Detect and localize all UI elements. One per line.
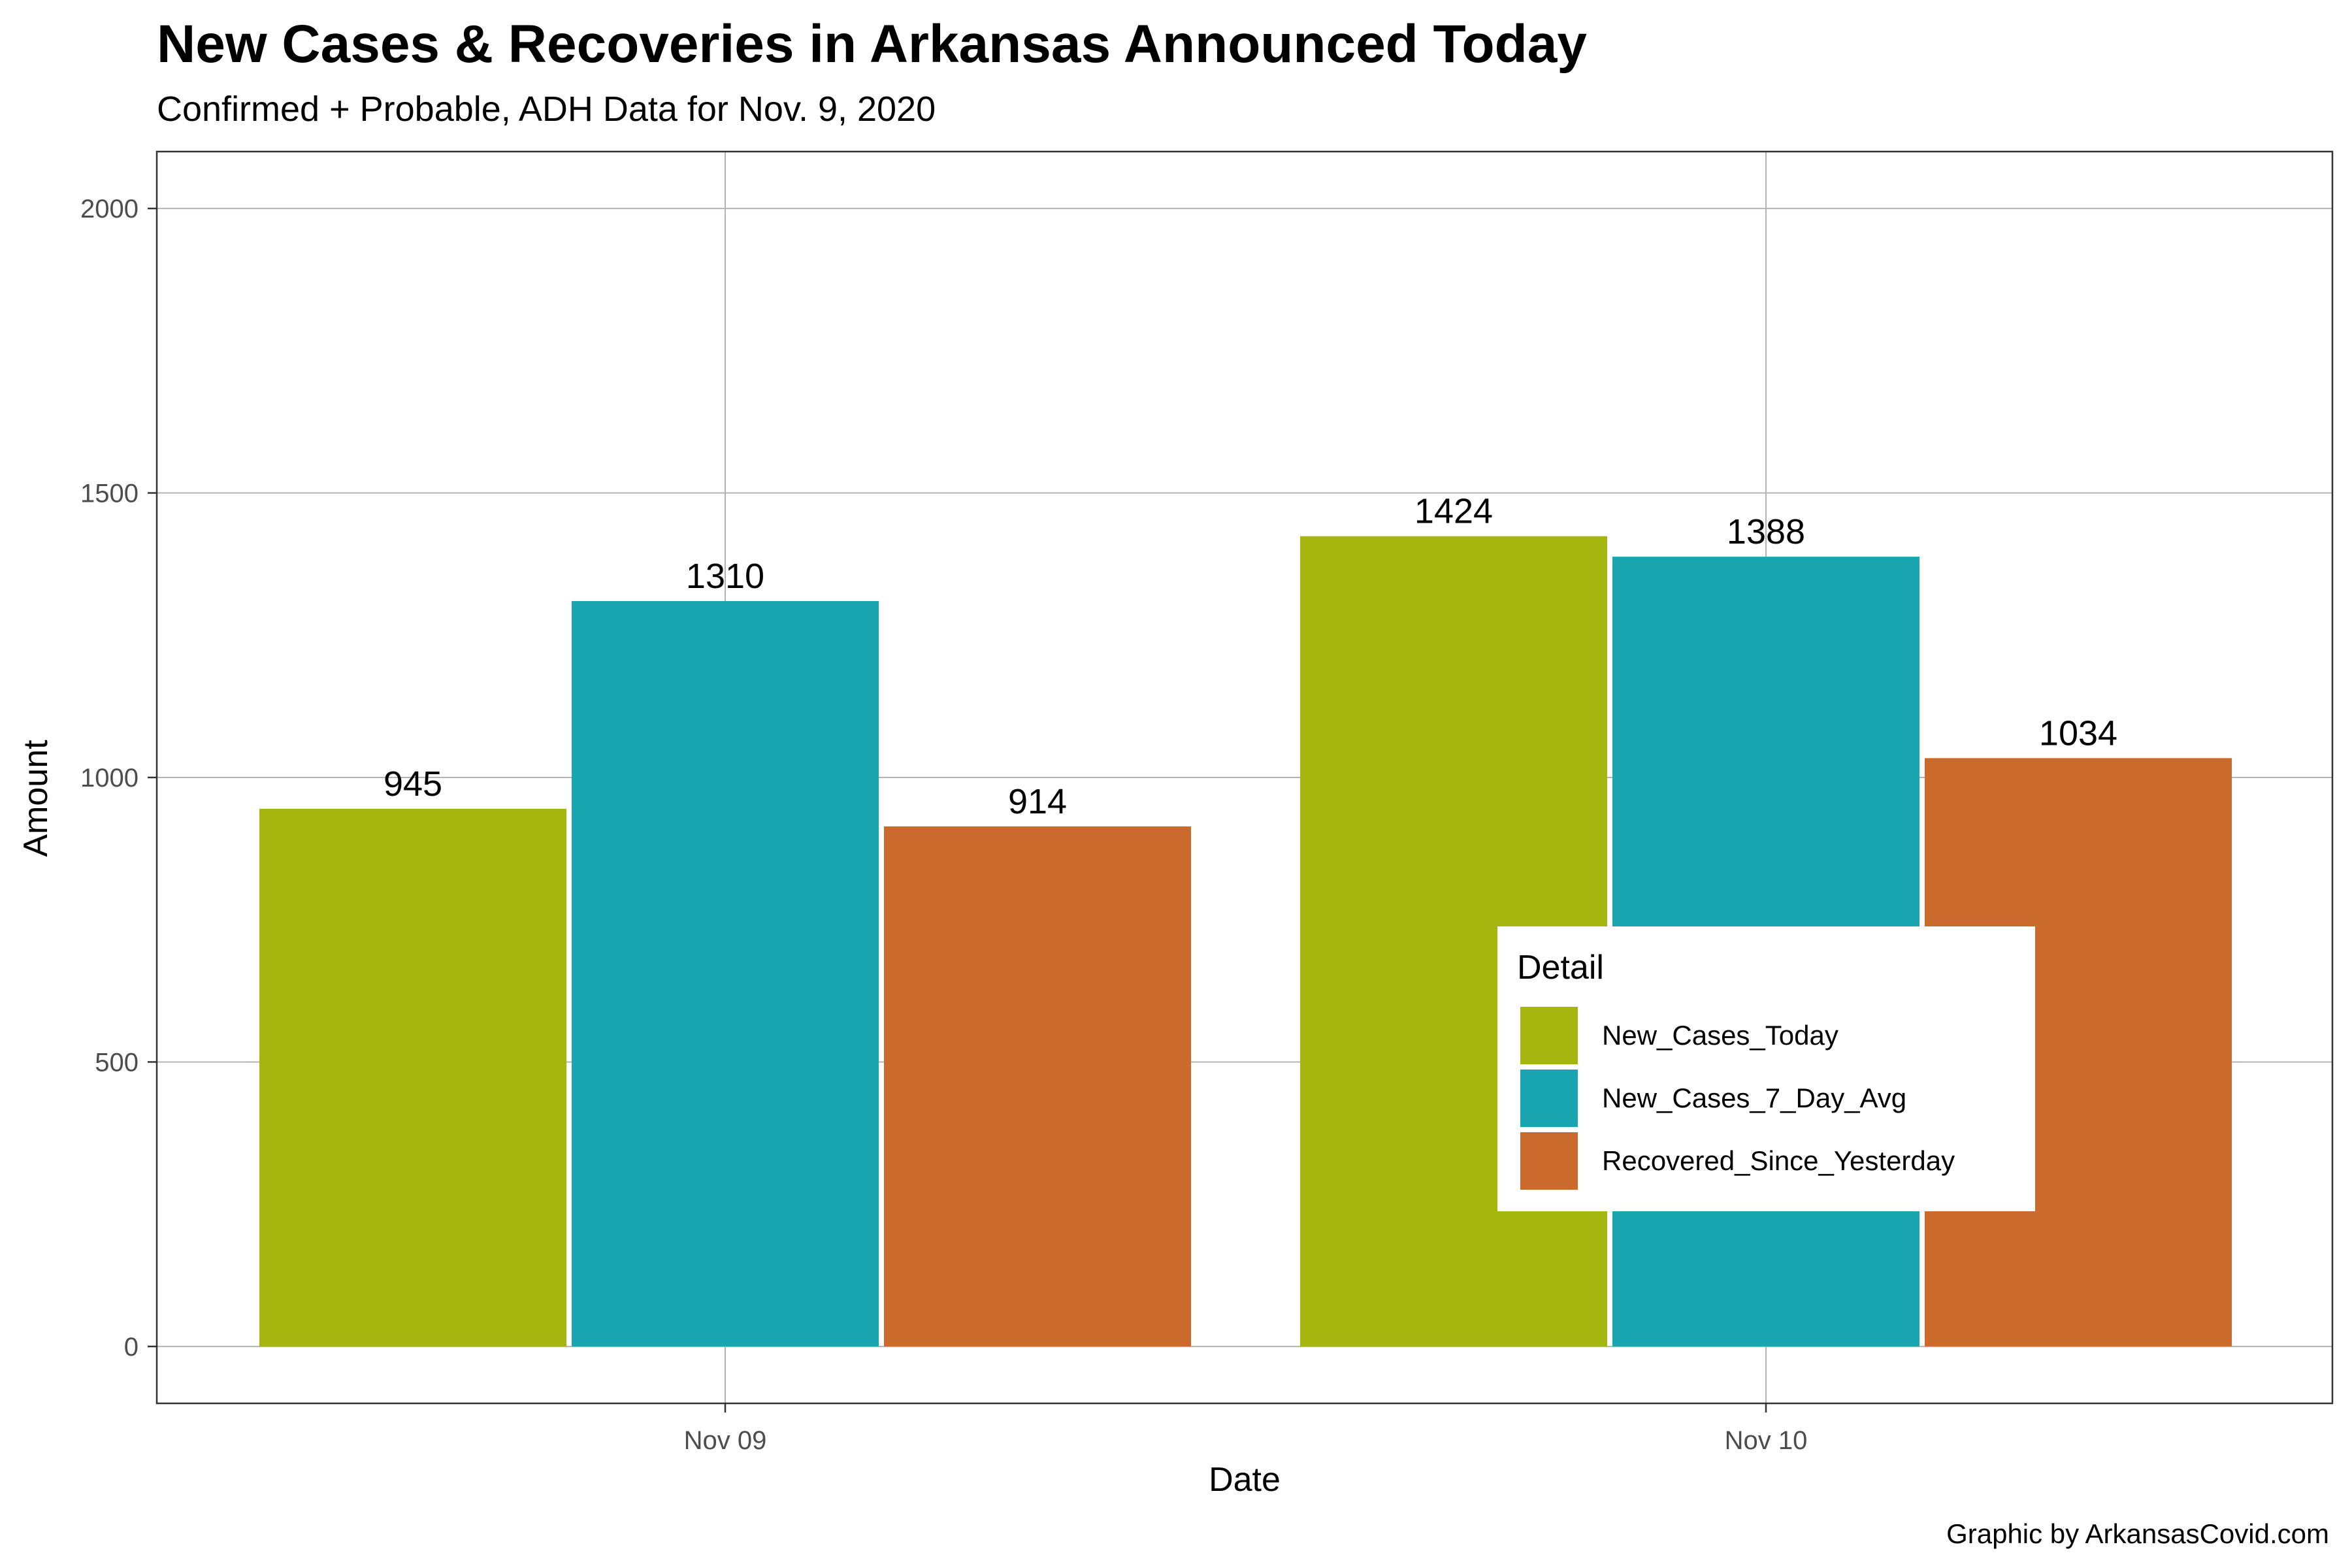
x-tick-label: Nov 09 (684, 1426, 767, 1455)
y-axis-ticks: 0 500 1000 1500 2000 (80, 195, 157, 1362)
x-axis-title: Date (1209, 1461, 1281, 1499)
legend-key-new-cases-today (1520, 1007, 1578, 1064)
legend: Detail New_Cases_Today New_Cases_7_Day_Av… (1497, 926, 2035, 1211)
legend-key-new-cases-7-day-avg (1520, 1070, 1578, 1127)
bar-new-cases-today-1 (259, 808, 566, 1347)
x-tick-label: Nov 10 (1725, 1426, 1808, 1455)
x-axis-ticks: Nov 09 Nov 10 (684, 1403, 1808, 1455)
legend-label: Recovered_Since_Yesterday (1602, 1145, 1955, 1176)
y-tick-label: 1000 (80, 764, 139, 792)
y-tick-label: 1500 (80, 480, 139, 508)
y-tick-label: 0 (124, 1333, 139, 1362)
legend-key-recovered-since-yesterday (1520, 1132, 1578, 1190)
bar-new-cases-7-day-avg-1 (572, 601, 879, 1347)
y-tick-label: 2000 (80, 195, 139, 223)
data-label: 1034 (2039, 713, 2117, 753)
legend-label: New_Cases_7_Day_Avg (1602, 1083, 1906, 1113)
data-label: 1388 (1727, 512, 1805, 551)
legend-title: Detail (1517, 949, 1604, 987)
caption: Graphic by ArkansasCovid.com (1946, 1518, 2329, 1549)
chart-title: New Cases & Recoveries in Arkansas Annou… (157, 14, 1587, 74)
data-label: 1310 (686, 557, 764, 596)
data-labels: 945 1424 1310 1388 914 1034 (384, 492, 2117, 821)
data-label: 945 (384, 764, 442, 804)
y-tick-label: 500 (95, 1048, 139, 1077)
legend-background (1497, 926, 2035, 1211)
legend-label: New_Cases_Today (1602, 1020, 1838, 1051)
chart-subtitle: Confirmed + Probable, ADH Data for Nov. … (157, 90, 936, 129)
data-label: 1424 (1414, 492, 1493, 531)
data-label: 914 (1008, 782, 1067, 821)
y-axis-title: Amount (17, 740, 55, 857)
bar-recovered-since-yesterday-1 (884, 826, 1191, 1347)
